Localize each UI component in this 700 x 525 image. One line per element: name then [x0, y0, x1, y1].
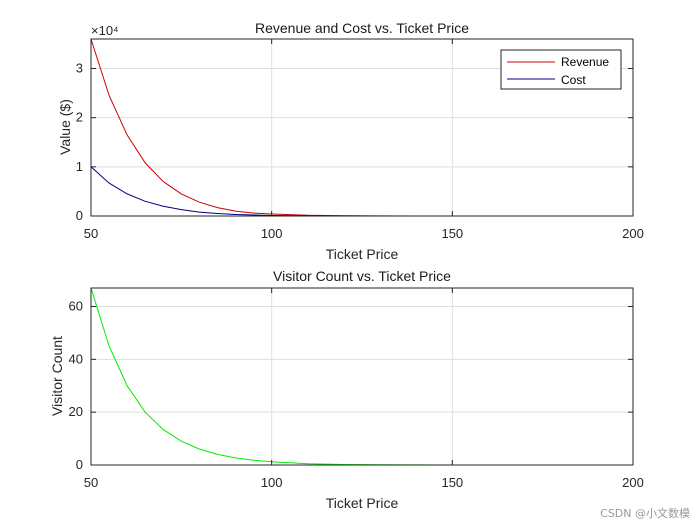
- legend-cost-label: Cost: [561, 73, 586, 87]
- y-tick-label: 0: [76, 208, 83, 223]
- visitor-count-grid: [90, 288, 634, 466]
- y-tick-label: 40: [69, 351, 83, 366]
- x-tick-label: 50: [84, 475, 98, 490]
- revenue-cost-axes-box: [90, 38, 634, 217]
- y-tick-label: 1: [76, 159, 83, 174]
- visitor-count-x-ticks: 50 100 150 200: [84, 288, 644, 490]
- x-tick-label: 50: [84, 226, 98, 241]
- x-tick-label: 200: [622, 475, 644, 490]
- visitor-count-axes: 50 100 150 200 0 20 40 60 Visitor Count vs. Ti…: [49, 268, 644, 511]
- y-tick-label: 0: [76, 457, 83, 472]
- revenue-cost-y-label: Value ($): [57, 99, 73, 155]
- x-tick-label: 150: [441, 475, 463, 490]
- visitor-count-axes-box: [90, 287, 634, 466]
- revenue-cost-x-label: Ticket Price: [326, 246, 399, 262]
- y-tick-label: 60: [69, 298, 83, 313]
- revenue-cost-axes: 50 100 150 200 0 1 2 3 Revenue and Cost vs. Ti…: [57, 20, 644, 262]
- visitor-count-series-line: [90, 287, 633, 466]
- x-tick-label: 100: [261, 226, 283, 241]
- cost-series-line: [90, 166, 633, 217]
- y-tick-label: 2: [76, 110, 83, 125]
- legend-revenue-label: Revenue: [561, 55, 609, 69]
- y-tick-label: 3: [76, 61, 83, 76]
- revenue-cost-y-ticks: 0 1 2 3: [76, 61, 633, 223]
- visitor-count-title: Visitor Count vs. Ticket Price: [273, 268, 451, 284]
- revenue-cost-exponent-label: ×10⁴: [91, 23, 119, 38]
- revenue-cost-x-ticks: 50 100 150 200: [84, 39, 644, 241]
- legend-box: [500, 49, 622, 90]
- visitor-count-y-ticks: 0 20 40 60: [69, 298, 633, 472]
- x-tick-label: 100: [261, 475, 283, 490]
- visitor-count-y-label: Visitor Count: [49, 336, 65, 416]
- revenue-cost-title: Revenue and Cost vs. Ticket Price: [255, 20, 469, 36]
- legend: Revenue Cost: [500, 49, 622, 90]
- x-tick-label: 200: [622, 226, 644, 241]
- y-tick-label: 20: [69, 404, 83, 419]
- watermark: CSDN @小文数模: [600, 507, 690, 520]
- x-tick-label: 150: [441, 226, 463, 241]
- visitor-count-lines: [90, 287, 633, 466]
- visitor-count-x-label: Ticket Price: [326, 495, 399, 511]
